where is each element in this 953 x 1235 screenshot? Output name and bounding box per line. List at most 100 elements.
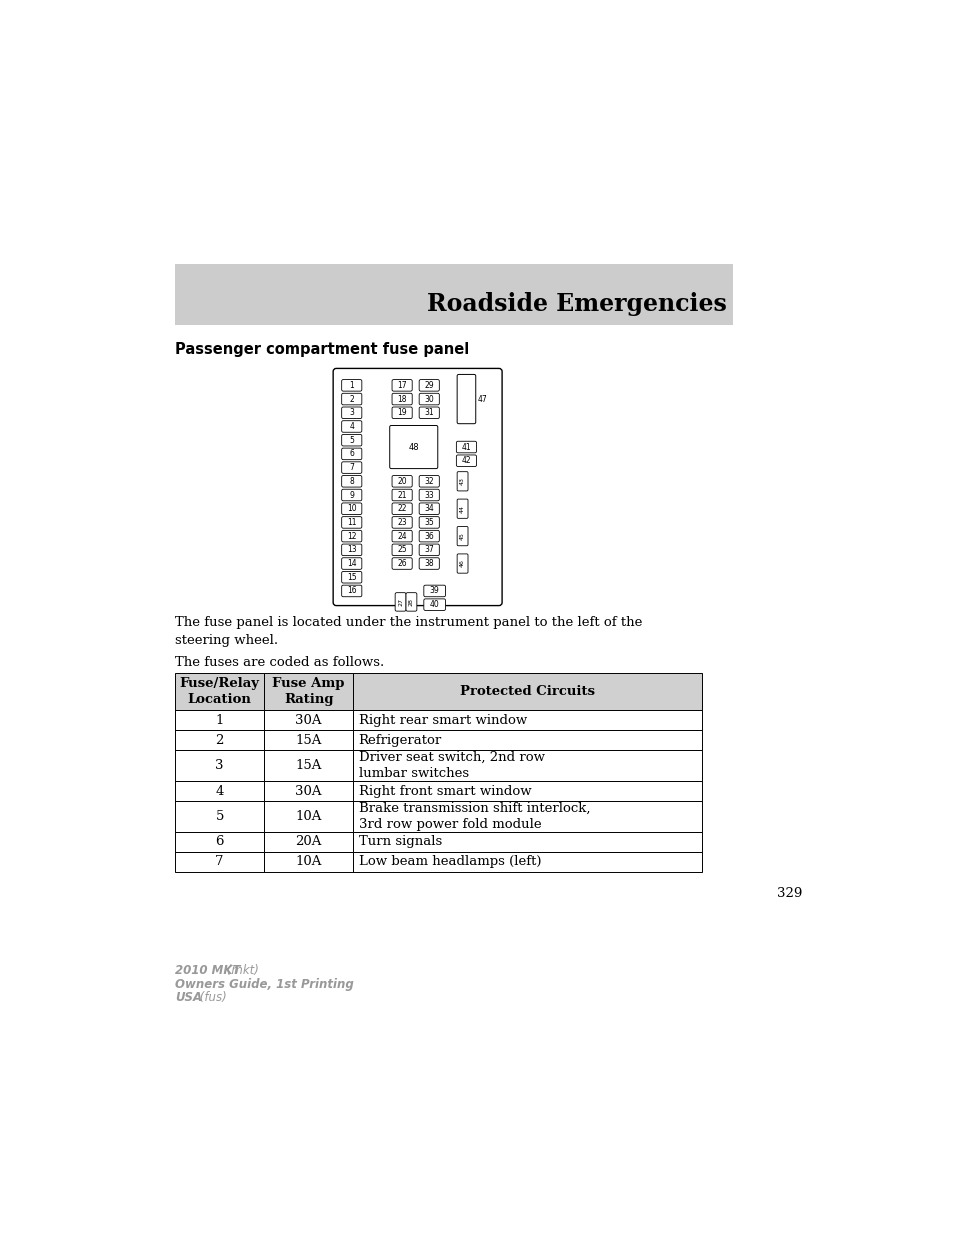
Bar (264, 730, 353, 751)
FancyBboxPatch shape (456, 499, 468, 519)
Text: 1: 1 (215, 714, 224, 727)
FancyBboxPatch shape (392, 516, 412, 529)
Text: (mkt): (mkt) (223, 963, 258, 977)
FancyBboxPatch shape (341, 462, 361, 473)
Text: 37: 37 (424, 546, 434, 555)
Text: 29: 29 (424, 380, 434, 390)
Text: 48: 48 (408, 442, 418, 452)
Text: 33: 33 (424, 490, 434, 499)
Text: 34: 34 (424, 504, 434, 514)
Bar (353, 832, 701, 852)
Text: 14: 14 (347, 559, 356, 568)
Bar (353, 802, 701, 832)
FancyBboxPatch shape (395, 593, 406, 611)
FancyBboxPatch shape (341, 408, 361, 419)
FancyBboxPatch shape (418, 545, 439, 556)
FancyBboxPatch shape (456, 454, 476, 467)
Bar (174, 730, 264, 751)
Text: 19: 19 (396, 409, 407, 417)
FancyBboxPatch shape (418, 530, 439, 542)
Text: 17: 17 (396, 380, 407, 390)
Text: 20A: 20A (295, 835, 321, 848)
FancyBboxPatch shape (341, 421, 361, 432)
FancyBboxPatch shape (418, 379, 439, 391)
Text: 2010 MKT: 2010 MKT (174, 963, 240, 977)
FancyBboxPatch shape (456, 374, 476, 424)
Text: 329: 329 (777, 888, 802, 900)
Bar (353, 673, 701, 710)
Bar (264, 751, 353, 782)
Text: Roadside Emergencies: Roadside Emergencies (427, 291, 726, 316)
Text: 9: 9 (349, 490, 354, 499)
Text: Low beam headlamps (left): Low beam headlamps (left) (358, 856, 540, 868)
Text: 4: 4 (215, 784, 224, 798)
Text: 25: 25 (396, 546, 407, 555)
Text: Brake transmission shift interlock,
3rd row power fold module: Brake transmission shift interlock, 3rd … (358, 802, 590, 831)
FancyBboxPatch shape (392, 503, 412, 515)
Bar (264, 852, 353, 872)
Bar (264, 832, 353, 852)
Text: 44: 44 (459, 505, 465, 513)
Bar (174, 832, 264, 852)
FancyBboxPatch shape (341, 558, 361, 569)
Text: The fuses are coded as follows.: The fuses are coded as follows. (174, 656, 384, 669)
Bar (353, 710, 701, 730)
FancyBboxPatch shape (456, 441, 476, 453)
FancyBboxPatch shape (341, 572, 361, 583)
FancyBboxPatch shape (392, 545, 412, 556)
Text: 1: 1 (349, 380, 354, 390)
Text: 42: 42 (461, 456, 471, 466)
Text: 5: 5 (349, 436, 354, 445)
Bar (174, 710, 264, 730)
Text: 3: 3 (215, 760, 224, 772)
Text: 30A: 30A (295, 714, 322, 727)
Text: 38: 38 (424, 559, 434, 568)
Text: Fuse/Relay
Location: Fuse/Relay Location (179, 677, 259, 706)
Bar (264, 802, 353, 832)
FancyBboxPatch shape (418, 489, 439, 500)
FancyBboxPatch shape (418, 393, 439, 405)
Text: 16: 16 (347, 587, 356, 595)
Text: 15A: 15A (295, 734, 321, 747)
FancyBboxPatch shape (392, 489, 412, 500)
Text: 26: 26 (396, 559, 407, 568)
Text: 13: 13 (347, 546, 356, 555)
FancyBboxPatch shape (423, 585, 445, 597)
Text: Right front smart window: Right front smart window (358, 784, 531, 798)
FancyBboxPatch shape (392, 379, 412, 391)
Text: Protected Circuits: Protected Circuits (459, 685, 595, 698)
Text: 21: 21 (397, 490, 406, 499)
Text: 7: 7 (349, 463, 354, 472)
FancyBboxPatch shape (341, 489, 361, 500)
Text: 41: 41 (461, 442, 471, 452)
Text: 15A: 15A (295, 760, 321, 772)
FancyBboxPatch shape (392, 408, 412, 419)
Text: USA: USA (174, 992, 202, 1004)
FancyBboxPatch shape (392, 475, 412, 487)
Bar (174, 782, 264, 802)
FancyBboxPatch shape (418, 503, 439, 515)
Text: 23: 23 (396, 517, 407, 527)
Text: 30A: 30A (295, 784, 322, 798)
Text: 31: 31 (424, 409, 434, 417)
Text: 6: 6 (349, 450, 354, 458)
Text: 40: 40 (430, 600, 439, 609)
Text: 2: 2 (215, 734, 224, 747)
Text: Driver seat switch, 2nd row
lumbar switches: Driver seat switch, 2nd row lumbar switc… (358, 751, 544, 781)
Text: 30: 30 (424, 394, 434, 404)
FancyBboxPatch shape (341, 393, 361, 405)
Text: 24: 24 (396, 531, 407, 541)
Text: 8: 8 (349, 477, 354, 485)
Text: 10A: 10A (295, 810, 321, 823)
Text: 39: 39 (430, 587, 439, 595)
Bar (174, 802, 264, 832)
Text: 20: 20 (396, 477, 407, 485)
Text: 35: 35 (424, 517, 434, 527)
Bar (264, 782, 353, 802)
FancyBboxPatch shape (456, 472, 468, 492)
Bar (174, 852, 264, 872)
Text: 47: 47 (477, 394, 487, 404)
Text: 12: 12 (347, 531, 356, 541)
Bar (264, 673, 353, 710)
FancyBboxPatch shape (392, 530, 412, 542)
